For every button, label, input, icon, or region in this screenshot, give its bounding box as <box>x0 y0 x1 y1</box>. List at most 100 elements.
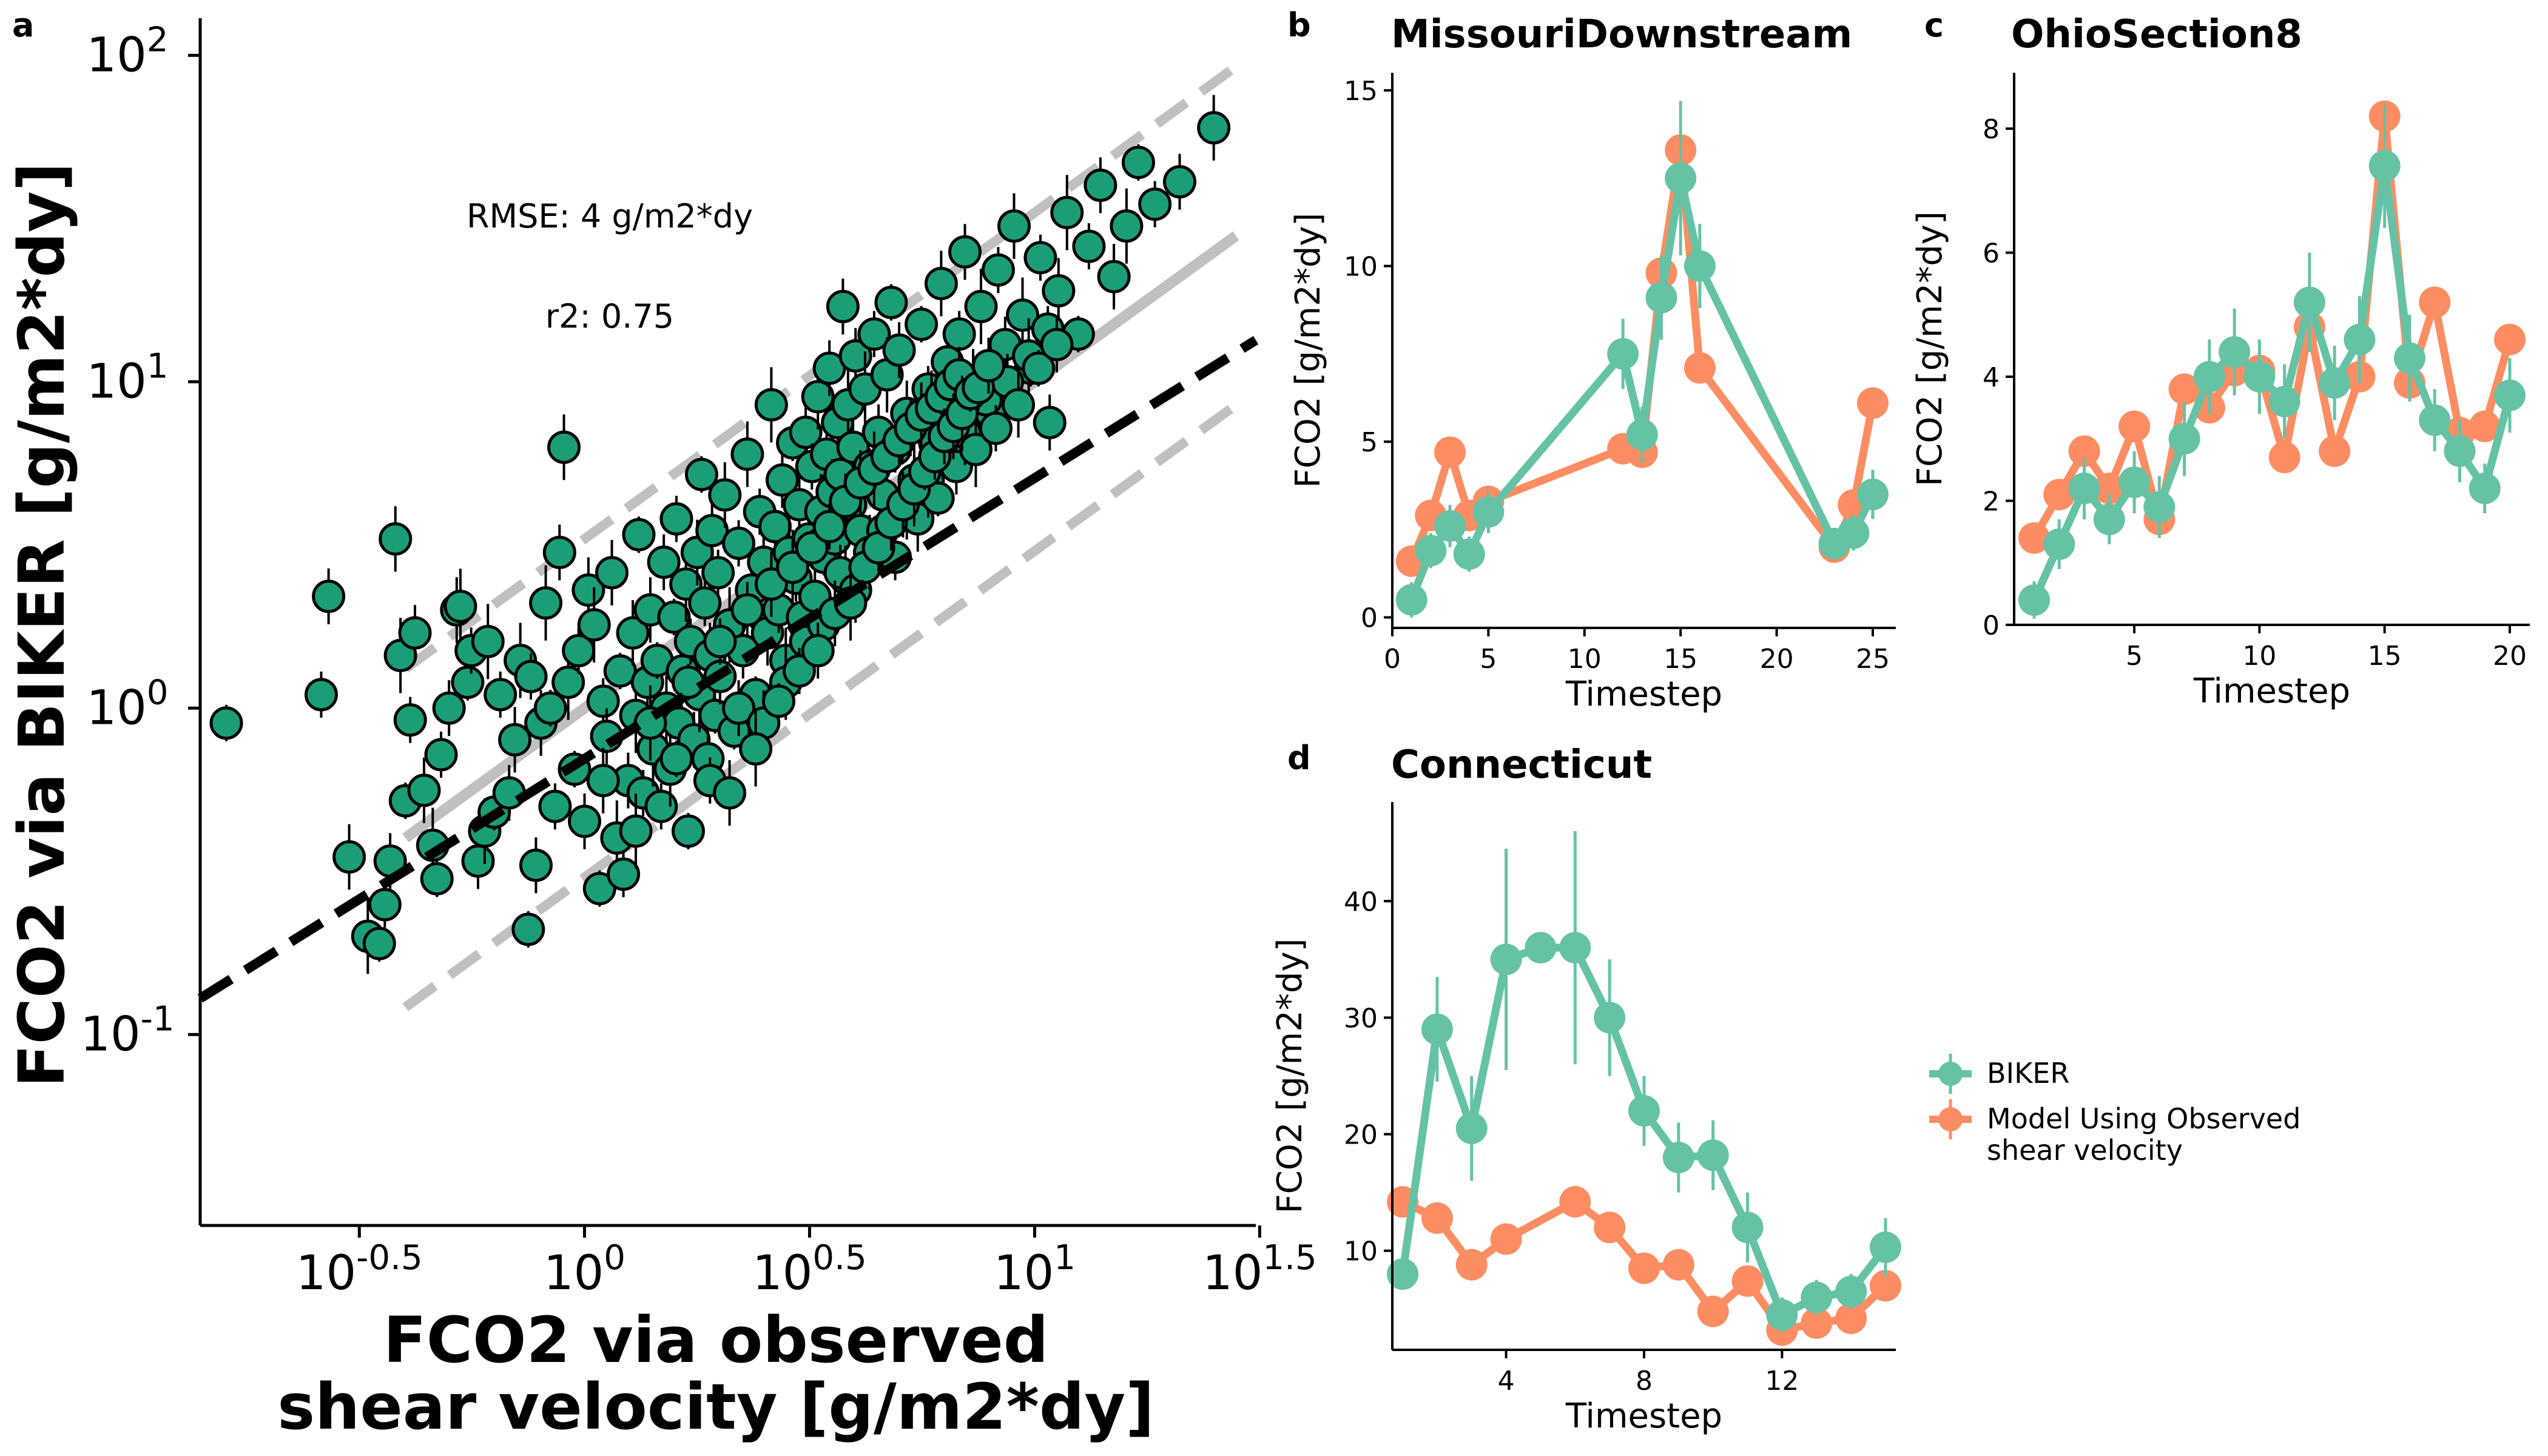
scatter-points <box>209 95 1231 974</box>
x-tick-label: 12 <box>1765 1366 1799 1397</box>
scatter-point <box>647 545 681 579</box>
scatter-point <box>708 478 742 512</box>
scatter-point <box>568 804 602 838</box>
data-point <box>1731 1265 1764 1297</box>
scatter-point <box>622 517 656 551</box>
scatter-point <box>776 550 810 584</box>
scatter-point <box>1097 260 1131 294</box>
y-axis-label: FCO2 [g/m2*dy] <box>1910 211 1950 487</box>
x-tick-label: 25 <box>1856 644 1890 675</box>
scatter-point <box>684 457 718 491</box>
scatter-point <box>1163 165 1197 199</box>
scatter-point <box>551 666 585 699</box>
scatter-point <box>451 666 485 699</box>
data-point <box>1472 496 1505 528</box>
data-point <box>1607 338 1639 370</box>
scatter-point <box>379 522 413 556</box>
scatter-point <box>1033 406 1067 440</box>
scatter-point <box>514 659 548 693</box>
series-biker <box>2018 104 2526 619</box>
data-point <box>1455 1112 1488 1144</box>
data-point <box>1453 538 1485 570</box>
x-axis-label: Timestep <box>1565 1397 1722 1436</box>
scatter-point <box>533 691 567 725</box>
data-point <box>2118 466 2151 498</box>
scatter-point <box>1110 209 1144 243</box>
scatter-point <box>529 586 563 620</box>
data-point <box>1801 1307 1833 1339</box>
y-tick-label: 8 <box>1983 114 2000 145</box>
scatter-point <box>595 556 629 590</box>
data-point <box>1662 1141 1694 1173</box>
x-tick-label: 15 <box>2368 641 2402 672</box>
data-point <box>1594 1212 1626 1244</box>
scatter-point <box>857 317 891 351</box>
data-point <box>2268 385 2300 417</box>
y-tick-label: 20 <box>1344 1120 1378 1151</box>
data-point <box>2043 479 2075 511</box>
data-point <box>2319 435 2351 467</box>
data-point <box>2193 361 2225 393</box>
data-point <box>1525 932 1557 964</box>
data-point <box>1387 1258 1419 1290</box>
data-point <box>2319 367 2351 399</box>
scatter-point <box>432 691 466 725</box>
data-point <box>1490 1223 1522 1255</box>
legend-marker <box>1938 1107 1963 1131</box>
scatter-point <box>997 209 1031 243</box>
panel-label-a: a <box>12 6 34 44</box>
data-point <box>2168 423 2200 455</box>
fit-line <box>197 335 1259 1003</box>
scatter-point <box>511 912 545 946</box>
data-point <box>1421 1013 1453 1045</box>
scatter-point <box>754 388 788 422</box>
x-tick-label: 20 <box>1760 644 1794 675</box>
scatter-point <box>695 514 729 548</box>
scatter-point <box>362 926 396 960</box>
scatter-point <box>304 678 338 712</box>
x-tick-label: 101.5 <box>1202 1238 1317 1301</box>
legend-label: BIKER <box>1987 1057 2069 1090</box>
scatter-point <box>765 463 799 497</box>
data-point <box>1869 1231 1901 1263</box>
scatter-point <box>1050 195 1084 229</box>
scatter-point <box>838 339 872 373</box>
data-point <box>1434 510 1466 542</box>
scatter-point <box>586 764 620 798</box>
y-tick-label: 30 <box>1344 1003 1378 1034</box>
y-tick-label: 10 <box>1344 1236 1378 1267</box>
scatter-point <box>1023 241 1057 275</box>
x-axis-label-line2: shear velocity [g/m2*dy] <box>277 1370 1154 1444</box>
scatter-point <box>538 789 572 823</box>
data-point <box>1684 352 1716 384</box>
scatter-point <box>882 333 916 367</box>
legend-label: Model Using Observed <box>1987 1102 2300 1135</box>
data-point <box>1697 1295 1729 1327</box>
panel-c-ohio-section8: c OhioSection8 5 10 15 20 0 2 4 6 8 Timestep FCO2 [g… <box>1910 6 2530 711</box>
data-point <box>2368 150 2401 182</box>
scatter-point <box>730 437 764 471</box>
x-tick-label: 0 <box>1384 644 1401 675</box>
data-point <box>2344 323 2376 356</box>
scatter-point <box>644 789 678 823</box>
scatter-point <box>795 531 829 565</box>
x-tick-label: 4 <box>1498 1366 1515 1397</box>
data-point <box>1801 1281 1833 1313</box>
series-biker <box>1387 831 1901 1333</box>
panel-a-scatter: a 10-0.5 100 100.5 101 101.5 10-1 100 101 102 RMSE… <box>5 6 1317 1444</box>
scatter-point <box>547 430 581 464</box>
data-point <box>1645 281 1677 314</box>
scatter-point <box>789 416 823 450</box>
data-point <box>2093 473 2125 505</box>
data-point <box>1434 436 1466 468</box>
scatter-point <box>657 600 691 634</box>
panel-title: Connecticut <box>1391 743 1652 787</box>
y-tick-label: 2 <box>1983 487 2000 517</box>
data-point <box>1395 584 1427 616</box>
scatter-point <box>701 556 735 590</box>
x-tick-label: 5 <box>2126 641 2143 672</box>
scatter-point <box>1084 168 1117 202</box>
data-point <box>2419 404 2451 436</box>
